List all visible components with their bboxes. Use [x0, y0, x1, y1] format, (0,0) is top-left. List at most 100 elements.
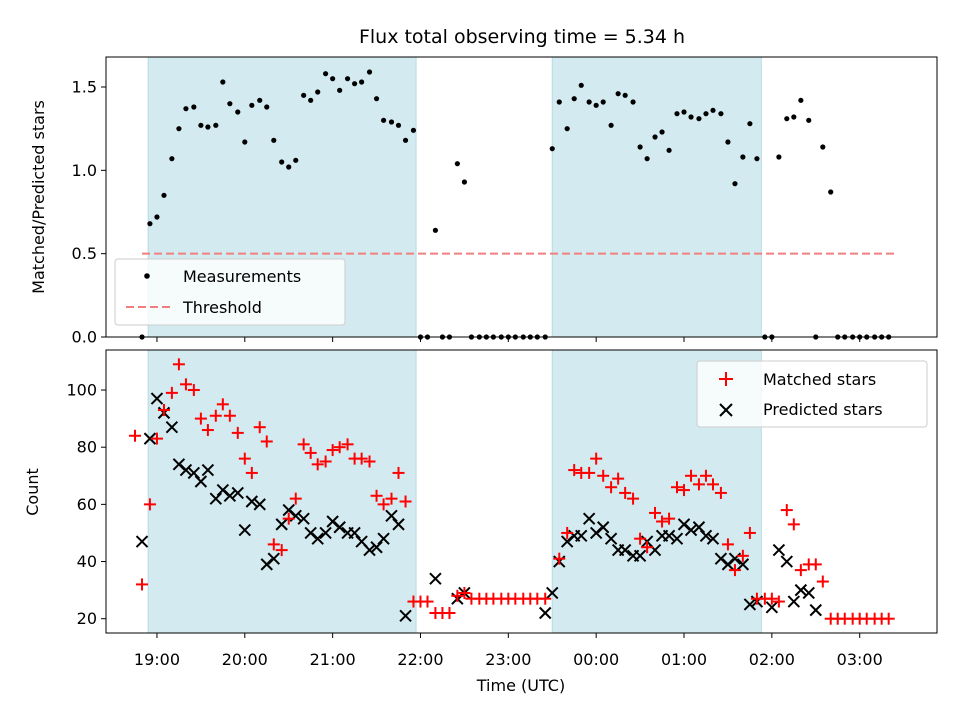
predicted-star-point: [297, 512, 310, 525]
measurement-point: [373, 96, 380, 102]
measurement-point: [205, 124, 211, 130]
time-x-tick-label: 02:00: [749, 650, 795, 669]
predicted-marker-stroke: [399, 609, 412, 623]
predicted-marker-stroke: [172, 458, 186, 471]
measurement-point: [718, 111, 724, 117]
predicted-marker-stroke: [677, 518, 691, 531]
measurement-point: [344, 76, 351, 82]
predicted-marker-stroke: [370, 541, 383, 554]
predicted-marker-stroke: [143, 432, 157, 445]
measurement-point: [323, 71, 329, 77]
predicted-marker-stroke: [216, 483, 230, 497]
measurement-point: [337, 87, 343, 93]
measurement-point: [608, 122, 614, 128]
matched-star-point: [641, 541, 654, 554]
predicted-marker-stroke: [231, 486, 244, 500]
predicted-star-point: [363, 543, 376, 557]
predicted-star-point: [311, 532, 324, 545]
measurement-point: [454, 161, 460, 167]
legend-measurement-marker: [144, 273, 150, 279]
measurement-point: [593, 102, 599, 108]
measurement-point: [806, 117, 812, 123]
time-x-axis: 19:00 20:00 21:00 22:00 23:00 00:00 01:00 02:00…: [134, 633, 883, 669]
matched-star-point: [627, 492, 640, 505]
matched-star-point: [561, 526, 574, 539]
predicted-marker-stroke: [377, 532, 390, 545]
observing-span: [551, 56, 762, 338]
matched-star-point: [143, 498, 156, 511]
time-x-tick-label: 01:00: [661, 650, 707, 669]
legend-predicted-label: Predicted stars: [763, 400, 883, 419]
predicted-star-point: [699, 529, 713, 543]
measurement-point: [432, 227, 439, 233]
measurement-point: [220, 79, 226, 85]
predicted-star-point: [780, 555, 793, 568]
matched-star-point: [172, 358, 185, 371]
matched-star-point: [443, 606, 456, 619]
predicted-marker-stroke: [319, 526, 332, 540]
matched-star-point: [743, 526, 756, 539]
measurement-point: [637, 144, 643, 150]
predicted-marker-stroke: [179, 463, 193, 477]
predicted-marker-stroke: [135, 535, 149, 548]
measurement-point: [688, 114, 694, 120]
measurement-point: [264, 104, 270, 110]
predicted-marker-stroke: [780, 555, 793, 568]
measurement-point: [366, 69, 373, 75]
predicted-star-point: [399, 609, 412, 623]
predicted-marker-stroke: [714, 552, 728, 565]
matched-star-point: [809, 558, 822, 571]
measurement-point: [257, 97, 263, 103]
measurement-point: [286, 164, 292, 170]
measurement-point: [556, 99, 562, 105]
predicted-star-point: [370, 541, 383, 554]
predicted-marker-stroke: [618, 543, 632, 557]
predicted-marker-stroke: [699, 529, 713, 543]
predicted-marker-stroke: [165, 420, 179, 434]
ratio-legend: Measurements Threshold: [114, 258, 346, 326]
predicted-marker-stroke: [582, 512, 596, 525]
chart-title: Flux total observing time = 5.34 h: [359, 26, 685, 48]
matched-star-point: [297, 438, 310, 451]
measurement-point: [402, 137, 409, 143]
matched-star-point: [194, 412, 207, 425]
predicted-star-point: [582, 512, 596, 525]
predicted-star-point: [765, 601, 779, 614]
matched-star-point: [736, 549, 749, 562]
matched-star-point: [165, 386, 178, 399]
measurement-point: [301, 92, 307, 98]
matched-star-point: [326, 444, 339, 457]
matched-star-point: [685, 469, 698, 482]
measurement-point: [293, 157, 299, 163]
predicted-star-point: [706, 532, 720, 545]
predicted-marker-stroke: [150, 392, 164, 405]
matched-star-point: [612, 472, 625, 485]
predicted-star-point: [150, 392, 164, 405]
legend-measurements-label: Measurements: [183, 267, 301, 286]
measurement-point: [666, 147, 672, 153]
measurement-point: [380, 117, 387, 123]
x-axis-label: Time (UTC): [476, 676, 565, 695]
measurement-point: [198, 122, 204, 128]
predicted-star-point: [201, 463, 215, 477]
measurement-point: [242, 139, 248, 145]
predicted-marker-stroke: [326, 515, 339, 528]
predicted-marker-stroke: [684, 523, 698, 537]
matched-star-point: [670, 481, 683, 494]
measurement-point: [798, 97, 804, 103]
predicted-star-point: [377, 532, 390, 545]
legend-matched-label: Matched stars: [763, 370, 876, 389]
ratio-y-tick-label: 1.5: [72, 78, 97, 97]
matched-star-point: [649, 506, 662, 519]
time-x-tick-label: 00:00: [573, 650, 619, 669]
predicted-marker-stroke: [765, 601, 779, 614]
measurement-point: [154, 214, 160, 220]
matched-star-point: [333, 441, 346, 454]
predicted-star-point: [670, 532, 684, 545]
measurement-point: [622, 92, 628, 98]
matched-star-point: [187, 384, 200, 397]
measurement-points: [139, 69, 892, 340]
predicted-marker-stroke: [304, 526, 317, 540]
predicted-star-point: [179, 463, 193, 477]
